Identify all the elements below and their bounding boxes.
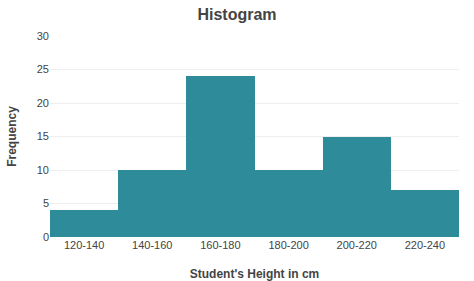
svg-text:180-200: 180-200 xyxy=(268,239,308,251)
svg-text:20: 20 xyxy=(37,97,49,109)
svg-text:15: 15 xyxy=(37,130,49,142)
svg-text:Frequency: Frequency xyxy=(5,106,19,167)
svg-text:5: 5 xyxy=(43,197,49,209)
svg-text:120-140: 120-140 xyxy=(64,239,104,251)
svg-text:10: 10 xyxy=(37,164,49,176)
svg-text:25: 25 xyxy=(37,63,49,75)
svg-text:Histogram: Histogram xyxy=(197,6,276,23)
svg-text:30: 30 xyxy=(37,30,49,42)
svg-text:220-240: 220-240 xyxy=(405,239,445,251)
svg-text:160-180: 160-180 xyxy=(200,239,240,251)
svg-text:0: 0 xyxy=(43,231,49,243)
svg-text:Student's Height in cm: Student's Height in cm xyxy=(190,267,320,281)
svg-text:140-160: 140-160 xyxy=(132,239,172,251)
svg-text:200-220: 200-220 xyxy=(337,239,377,251)
